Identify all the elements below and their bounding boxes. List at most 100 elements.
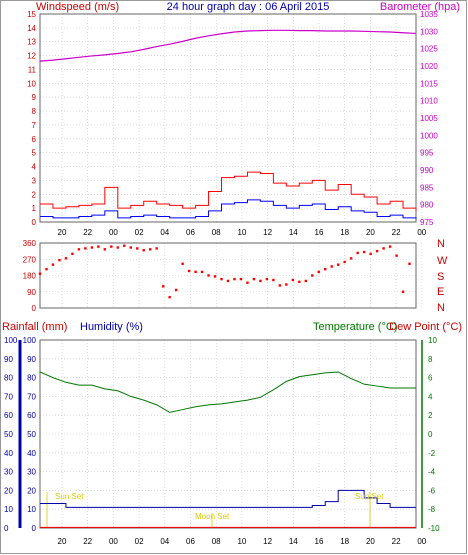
rain-y-tick-label: 10 <box>4 505 13 514</box>
wind-direction-point <box>401 290 405 293</box>
wind-direction-point <box>337 263 340 266</box>
wind-y-tick-label: 11 <box>28 65 37 74</box>
temperature-series <box>39 371 416 413</box>
wind-direction-point <box>58 258 61 262</box>
wind-direction-point <box>239 277 243 281</box>
compass-label: E <box>437 286 444 298</box>
wind-y-tick-label: 0 <box>32 218 37 227</box>
wind-direction-point <box>375 249 379 253</box>
baro-y-tick-label: 1005 <box>420 114 438 123</box>
wind-direction-point <box>298 280 301 284</box>
wind-direction-point <box>71 252 74 256</box>
wind-direction-point <box>369 252 372 256</box>
humidity-y-tick-label: 80 <box>27 374 36 383</box>
wind-direction-point <box>220 277 223 281</box>
wind-x-tick-label: 20 <box>58 228 67 237</box>
wind-direction-point <box>161 285 165 288</box>
temp-x-tick-label: 22 <box>392 537 401 546</box>
wind-y-tick-label: 9 <box>32 93 37 102</box>
wind-direction-point <box>142 249 145 252</box>
temp-x-tick-label: 08 <box>212 537 221 546</box>
wind-direction-point <box>155 247 158 250</box>
temperature-y-tick-label: 6 <box>428 374 433 383</box>
baro-y-tick-label: 985 <box>420 183 434 192</box>
humidity-axis-label: Humidity (%) <box>80 321 143 333</box>
wind-direction-point <box>168 295 171 299</box>
rain-axis-label: Rainfall (mm) <box>2 321 67 333</box>
rain-y-tick-label: 90 <box>4 355 13 364</box>
rain-y-tick-label: 70 <box>4 392 13 401</box>
temperature-axis-label: Temperature (°C) <box>313 321 397 333</box>
baro-y-tick-label: 975 <box>420 218 434 227</box>
wind-average-series <box>40 199 417 220</box>
baro-axis-label: Barometer (hpa) <box>380 1 460 13</box>
humidity-y-tick-label: 50 <box>27 430 36 439</box>
wind-gust-series <box>40 171 417 211</box>
wind-direction-point <box>343 260 346 264</box>
temp-x-tick-label: 16 <box>315 537 324 546</box>
rain-y-tick-label: 20 <box>4 486 13 495</box>
wind-direction-point <box>77 248 81 251</box>
wind-direction-point <box>207 274 210 277</box>
temp-x-tick-label: 00 <box>417 537 426 546</box>
humidity-y-tick-label: 60 <box>27 411 36 420</box>
wind-x-tick-label: 00 <box>109 228 118 237</box>
humidity-y-tick-label: 30 <box>27 468 36 477</box>
wind-direction-point <box>226 279 230 283</box>
wind-direction-point <box>116 246 119 249</box>
humidity-y-tick-label: 20 <box>27 486 36 495</box>
wind-direction-point <box>187 269 191 273</box>
wind-direction-point <box>174 288 178 292</box>
graph-title: 24 hour graph day : 06 April 2015 <box>167 1 330 13</box>
sunset-right-label: Sun Set <box>355 492 384 501</box>
wind-direction-point <box>291 278 295 282</box>
rain-y-tick-label: 100 <box>4 336 18 345</box>
temp-x-tick-label: 12 <box>263 537 272 546</box>
wind-direction-point <box>317 270 320 274</box>
wind-direction-point <box>90 246 94 249</box>
baro-y-tick-label: 1000 <box>420 131 438 140</box>
baro-y-tick-label: 995 <box>420 149 434 158</box>
wind-direction-point <box>97 245 100 248</box>
temperature-y-tick-label: -2 <box>428 449 436 458</box>
temp-frame <box>39 339 417 529</box>
wind-direction-point <box>259 279 262 283</box>
rain-y-tick-label: 50 <box>4 430 13 439</box>
dir-y-tick-label: 90 <box>27 288 36 297</box>
wind-direction-point <box>324 267 327 271</box>
barometer-series <box>39 29 417 62</box>
baro-y-tick-label: 1030 <box>420 27 438 36</box>
wind-direction-point <box>110 245 113 248</box>
temperature-y-tick-label: 0 <box>428 430 433 439</box>
rain-y-tick-label: 60 <box>4 411 13 420</box>
wind-y-tick-label: 10 <box>27 79 36 88</box>
humidity-y-tick-label: 100 <box>23 336 37 345</box>
wind-direction-point <box>181 262 184 265</box>
wind-direction-point <box>200 270 204 274</box>
temp-x-tick-label: 06 <box>186 537 195 546</box>
wind-x-tick-label: 02 <box>135 228 144 237</box>
wind-x-tick-label: 16 <box>315 228 324 237</box>
humidity-y-tick-label: 0 <box>32 524 37 533</box>
wind-x-tick-label: 18 <box>340 228 349 237</box>
wind-x-tick-label: 08 <box>212 228 221 237</box>
wind-direction-point <box>123 244 126 247</box>
temp-x-tick-label: 10 <box>237 537 246 546</box>
wind-y-tick-label: 6 <box>32 135 37 144</box>
dir-y-tick-label: 180 <box>23 272 37 281</box>
wind-direction-point <box>408 262 411 265</box>
wind-baro-panel: 0123456789101112131415975980985990995100… <box>27 10 438 237</box>
humidity-y-tick-label: 10 <box>27 505 36 514</box>
temperature-y-tick-label: -8 <box>428 505 436 514</box>
temp-x-tick-label: 00 <box>109 537 118 546</box>
wind-y-tick-label: 2 <box>32 190 37 199</box>
wind-y-tick-label: 14 <box>27 24 36 33</box>
wind-x-tick-label: 06 <box>186 228 195 237</box>
wind-direction-point <box>311 274 314 277</box>
wind-direction-point <box>304 279 307 283</box>
temp-x-tick-label: 04 <box>160 537 169 546</box>
